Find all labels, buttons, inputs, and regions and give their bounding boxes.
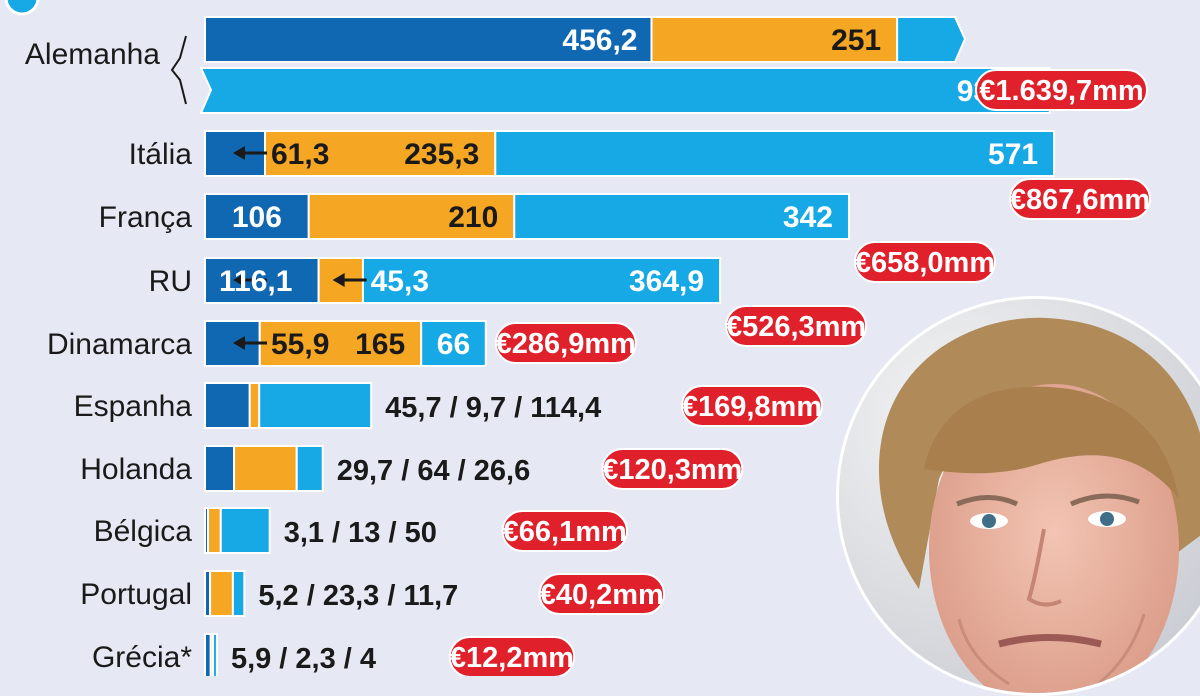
value-label: 45,3 [371,265,429,298]
value-label: 116,1 [219,265,292,298]
value-label: 571 [988,138,1038,171]
bar-segment [258,320,423,367]
total-badge-3 [725,305,868,347]
bar-segment [896,16,967,63]
bar-segment [204,382,251,429]
country-label: França [99,201,193,234]
bar-segment [233,445,298,492]
bar-segment [307,193,516,240]
value-label: 106 [232,201,282,234]
total-badge-8 [538,573,666,615]
bar-segment [212,633,218,676]
portrait-photo [836,296,1200,696]
total-badge-9 [448,636,576,676]
value-label: 342 [783,201,833,234]
combined-value-label: 3,1 / 13 / 50 [284,517,437,549]
total-label-7: €66,1mm [503,516,627,548]
bar-segment [494,130,1056,177]
value-label: 235,3 [404,138,479,171]
bar-segment [420,320,487,367]
total-badge-2 [853,241,996,283]
total-badge-5 [680,385,823,427]
country-label: Dinamarca [47,328,192,361]
bar-segment [204,445,236,492]
total-badge-4 [494,322,637,364]
pointer-arrowhead-4 [233,336,245,350]
pointer-arrowhead-ru-orange [332,273,345,287]
country-label: Portugal [80,578,192,611]
bar-segment [650,16,899,63]
total-badge-0 [975,69,1148,111]
country-label: Bélgica [94,515,193,548]
country-label: RU [149,265,192,298]
combined-value-label: 45,7 / 9,7 / 114,4 [385,392,601,424]
bar-segment [248,382,261,429]
bar-segment [207,507,222,554]
total-label-4: €286,9mm [496,328,636,360]
total-badge-7 [501,510,628,552]
total-label-2: €658,0mm [855,247,995,279]
header-icon [4,0,40,16]
total-badge-6 [601,448,744,490]
country-label: Itália [129,138,193,171]
bar-segment [513,193,850,240]
country-label: Alemanha [25,38,160,71]
combined-value-label: 29,7 / 64 / 26,6 [337,455,530,487]
pointer-arrowhead-3 [233,273,245,287]
total-label-3: €526,3mm [726,311,866,343]
bar-segment [361,257,722,304]
bar-segment [258,382,373,429]
chart-bars: 456,2251932,5Alemanha€1.639,7mmItália61,… [25,16,1151,676]
total-badge-1 [1009,178,1151,220]
value-label: 61,3 [271,138,329,171]
value-label: 251 [831,24,881,57]
country-label: Grécia* [92,641,192,674]
bar-segment [199,67,1051,114]
combined-value-label: 5,2 / 23,3 / 11,7 [258,580,458,612]
value-label: 55,9 [271,328,329,361]
bar-segment [231,570,246,617]
stacked-bar-chart: 456,2251932,5Alemanha€1.639,7mmItália61,… [4,0,1151,676]
break-bracket [170,35,187,105]
total-label-9: €12,2mm [450,642,574,674]
value-label: 165 [355,328,405,361]
country-label: Holanda [80,453,192,486]
value-label: 364,9 [629,265,704,298]
value-label: 210 [448,201,498,234]
pointer-arrowhead-1 [233,146,245,160]
country-label: Espanha [74,390,193,423]
bar-segment [209,570,234,617]
total-label-0: €1.639,7mm [979,75,1143,107]
total-label-1: €867,6mm [1010,184,1150,216]
bar-segment [295,445,324,492]
combined-value-label: 5,9 / 2,3 / 4 [231,643,376,675]
total-label-5: €169,8mm [682,391,822,423]
value-label: 66 [437,328,470,361]
total-label-8: €40,2mm [540,579,664,611]
total-label-6: €120,3mm [602,454,742,486]
bar-segment [219,507,271,554]
value-label: 456,2 [562,24,637,57]
